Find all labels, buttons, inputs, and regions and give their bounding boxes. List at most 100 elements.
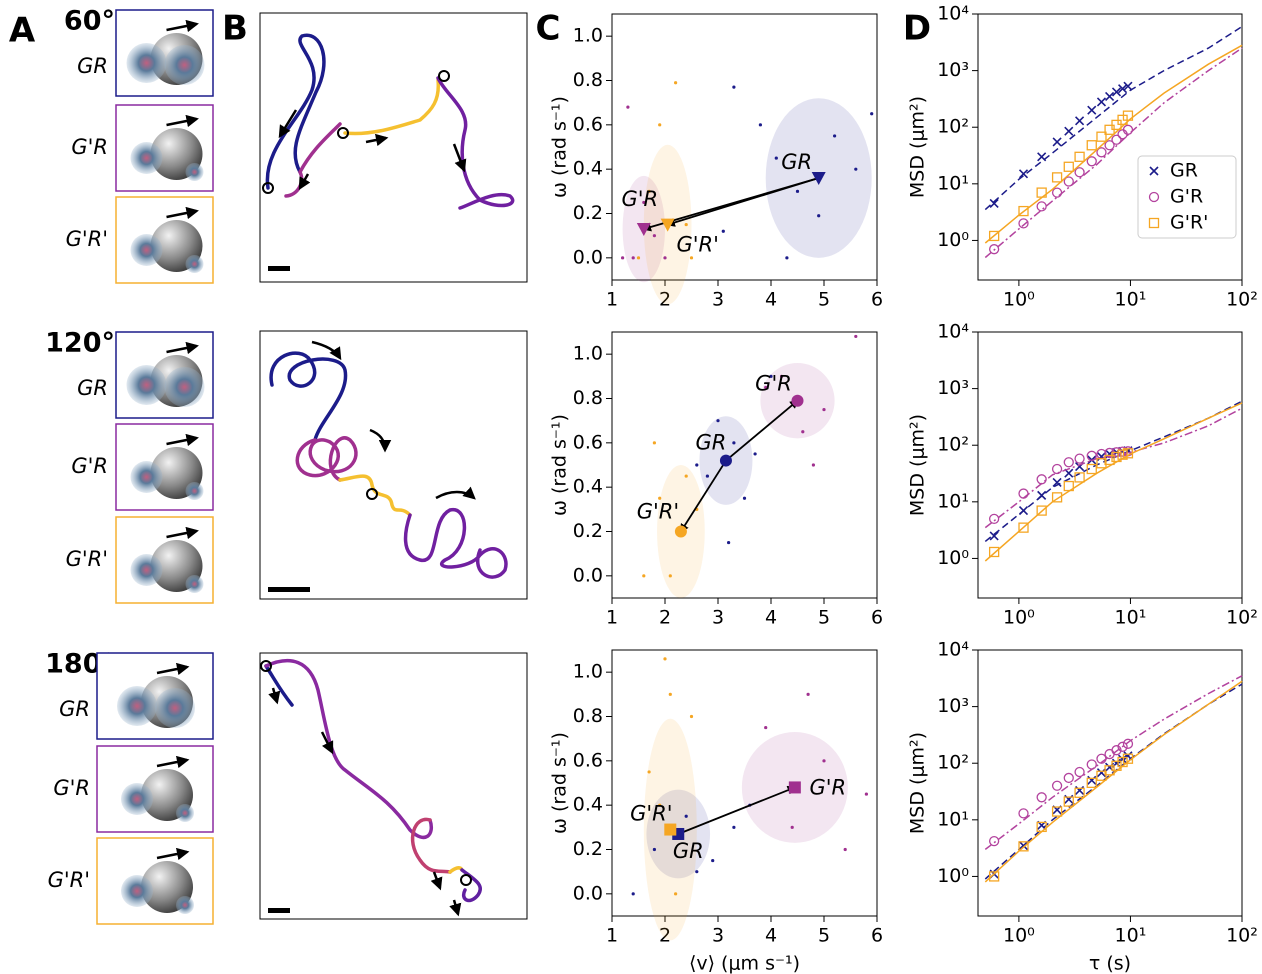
data-point bbox=[684, 814, 688, 818]
data-point bbox=[769, 374, 773, 378]
data-point bbox=[689, 714, 694, 719]
y-tick-label: 1.0 bbox=[573, 25, 603, 47]
panel-label: A bbox=[9, 11, 36, 51]
transition-arrow bbox=[677, 785, 797, 835]
data-marker bbox=[1086, 450, 1097, 461]
y-tick-label: 10⁰ bbox=[937, 865, 969, 887]
panel-label: C bbox=[536, 9, 561, 49]
plot-frame bbox=[977, 331, 1243, 599]
panel-label: B bbox=[222, 9, 248, 49]
data-marker bbox=[1122, 110, 1134, 121]
data-marker bbox=[1063, 772, 1074, 784]
data-marker bbox=[1087, 105, 1097, 115]
data-point bbox=[674, 892, 678, 896]
angle-label: 120° bbox=[45, 328, 115, 359]
data-point bbox=[642, 200, 646, 205]
y-axis-label: ω (rad s⁻¹) bbox=[549, 414, 571, 516]
chart: 10⁰ 10¹ 10² 10⁰ 10¹ 10² 10³ 10⁴ MSD (μm²) GR G'R G'… bbox=[907, 3, 1258, 311]
bacterium bbox=[185, 575, 204, 593]
bacterium bbox=[126, 365, 167, 405]
panel-label: D bbox=[903, 9, 931, 49]
data-point bbox=[817, 214, 821, 218]
y-tick-label: 10³ bbox=[937, 695, 969, 717]
data-marker bbox=[1086, 777, 1097, 788]
bacterium bbox=[164, 45, 205, 85]
chart: 1 2 3 4 5 6 0.0 0.2 0.4 0.6 0.8 1.0 ω (rad s⁻¹) ⟨v⟩ (… bbox=[549, 649, 883, 974]
data-marker bbox=[1018, 218, 1029, 229]
data-marker bbox=[1096, 147, 1107, 158]
data-marker bbox=[1036, 792, 1047, 803]
x-tick-label: 2 bbox=[659, 607, 671, 629]
data-marker bbox=[1063, 161, 1074, 172]
data-marker bbox=[1111, 87, 1122, 97]
y-tick-label: 1.0 bbox=[573, 661, 603, 683]
x-tick-label: 10¹ bbox=[1115, 607, 1147, 629]
transition-arrow bbox=[679, 460, 727, 534]
bacterium bbox=[185, 163, 204, 181]
data-point bbox=[801, 430, 805, 434]
x-tick-label: 10¹ bbox=[1115, 289, 1147, 311]
x-tick-label: 10⁰ bbox=[1003, 925, 1035, 947]
config-label: G'R bbox=[71, 454, 108, 478]
fit-line bbox=[984, 675, 1243, 850]
data-marker bbox=[989, 531, 999, 541]
plot-frame bbox=[611, 13, 878, 281]
bacterium bbox=[176, 804, 194, 822]
x-tick-label: 3 bbox=[712, 607, 724, 629]
y-tick-label: 0.6 bbox=[573, 749, 603, 771]
bacterium bbox=[155, 688, 195, 728]
data-point bbox=[764, 725, 768, 730]
data-point bbox=[822, 759, 826, 763]
data-marker bbox=[1051, 172, 1063, 183]
y-axis-label: MSD (μm²) bbox=[907, 414, 929, 516]
data-marker bbox=[989, 198, 999, 209]
data-point bbox=[658, 496, 662, 500]
legend-box bbox=[1137, 155, 1237, 239]
bacterium bbox=[164, 367, 205, 407]
direction-arrow bbox=[166, 19, 199, 33]
data-marker bbox=[1036, 187, 1047, 198]
y-tick-label: 0.4 bbox=[573, 794, 603, 816]
data-point bbox=[652, 441, 657, 445]
y-tick-label: 10⁴ bbox=[937, 639, 969, 661]
y-tick-label: 0.2 bbox=[573, 520, 603, 542]
data-point bbox=[774, 156, 778, 160]
data-point bbox=[705, 474, 710, 478]
angle-label: 60° bbox=[64, 6, 115, 37]
y-tick-label: 10⁴ bbox=[937, 321, 969, 343]
data-marker bbox=[1149, 166, 1159, 176]
y-tick-label: 0.8 bbox=[573, 387, 603, 409]
y-tick-label: 1.0 bbox=[573, 343, 603, 365]
data-marker bbox=[988, 244, 1000, 255]
data-point bbox=[668, 574, 672, 578]
fit-line bbox=[984, 683, 1243, 880]
data-point bbox=[721, 229, 725, 233]
y-axis-label: ω (rad s⁻¹) bbox=[549, 96, 571, 198]
data-marker bbox=[1104, 140, 1115, 151]
plot-frame bbox=[611, 649, 878, 917]
series-label: GR bbox=[781, 150, 812, 174]
data-point bbox=[795, 189, 800, 193]
mean-marker bbox=[664, 823, 677, 836]
data-point bbox=[647, 770, 651, 774]
y-tick-label: 10² bbox=[937, 116, 969, 138]
direction-arrow bbox=[166, 526, 199, 540]
series-label: G'R bbox=[755, 372, 792, 396]
bacterium bbox=[185, 482, 204, 500]
legend-label: GR bbox=[1170, 160, 1198, 182]
mean-marker bbox=[660, 218, 675, 232]
config-label: G'R bbox=[53, 776, 90, 800]
data-point bbox=[636, 256, 641, 260]
data-marker bbox=[1087, 775, 1097, 785]
data-marker bbox=[1052, 137, 1062, 147]
y-tick-label: 10⁰ bbox=[937, 229, 969, 251]
y-tick-label: 0.8 bbox=[573, 69, 603, 91]
legend-label: G'R' bbox=[1170, 212, 1208, 234]
data-marker bbox=[1148, 191, 1160, 203]
config-label: GR bbox=[59, 697, 90, 721]
data-marker bbox=[1018, 841, 1029, 851]
mean-marker bbox=[674, 525, 687, 538]
data-marker bbox=[1111, 745, 1122, 756]
data-marker bbox=[1111, 451, 1122, 463]
legend-label: G'R bbox=[1170, 186, 1203, 208]
